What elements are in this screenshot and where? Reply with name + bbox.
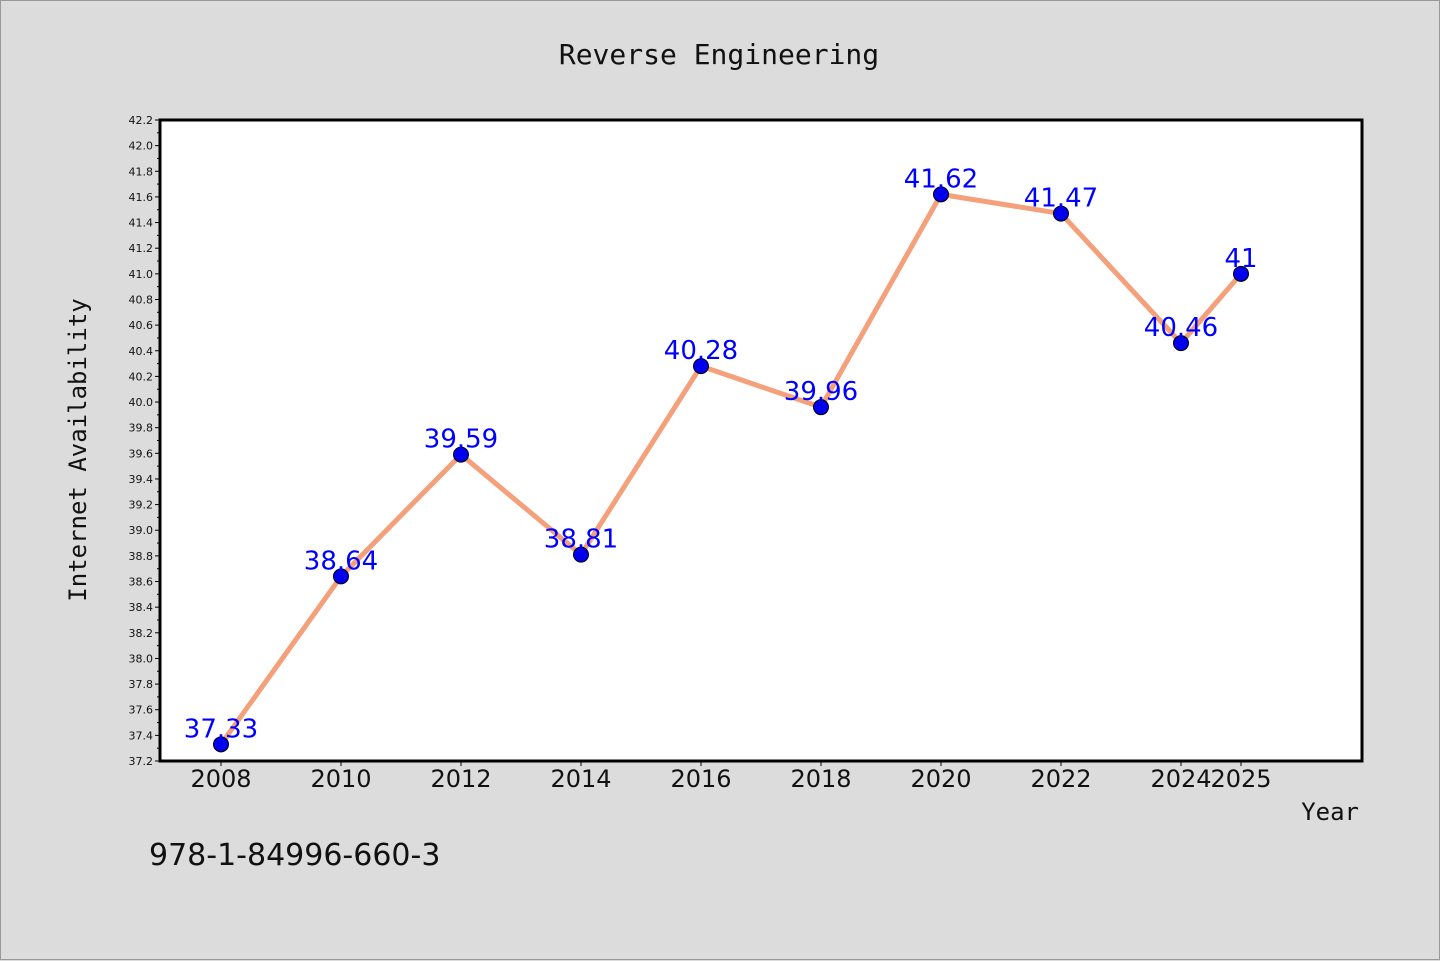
chart-title: Reverse Engineering bbox=[559, 38, 879, 71]
y-tick-label: 42.2 bbox=[129, 114, 154, 127]
y-tick-label: 41.8 bbox=[129, 165, 154, 178]
data-point bbox=[693, 358, 709, 375]
data-point bbox=[213, 736, 229, 753]
data-point bbox=[1173, 335, 1189, 352]
y-tick-label: 38.2 bbox=[129, 627, 154, 640]
x-tick-label: 2014 bbox=[550, 765, 611, 793]
y-tick-label: 40.0 bbox=[129, 396, 154, 409]
x-tick-label: 2025 bbox=[1210, 765, 1271, 793]
data-label: 39.59 bbox=[424, 425, 498, 455]
y-axis-label: Internet Availability bbox=[64, 298, 92, 601]
plot-area bbox=[158, 118, 1364, 763]
data-point bbox=[1233, 265, 1249, 282]
y-tick-label: 38.6 bbox=[129, 576, 154, 589]
data-label: 40.28 bbox=[664, 336, 738, 366]
x-axis-label: Year bbox=[1301, 798, 1359, 826]
x-tick-label: 2024 bbox=[1150, 765, 1211, 793]
data-label: 39.96 bbox=[784, 377, 858, 407]
data-point bbox=[1053, 205, 1069, 222]
y-tick-label: 37.4 bbox=[129, 729, 154, 742]
y-tick-label: 38.0 bbox=[129, 652, 154, 665]
y-tick-label: 41.0 bbox=[129, 268, 154, 281]
y-tick-label: 37.6 bbox=[129, 704, 154, 717]
data-label: 40.46 bbox=[1144, 313, 1218, 343]
footer-code: 978-1-84996-660-3 bbox=[149, 838, 440, 873]
data-label: 37.33 bbox=[184, 714, 258, 744]
y-tick-label: 39.2 bbox=[129, 499, 154, 512]
data-label: 41.62 bbox=[904, 164, 978, 194]
x-tick-label: 2020 bbox=[910, 765, 971, 793]
x-tick-label: 2008 bbox=[190, 765, 251, 793]
x-tick-label: 2022 bbox=[1030, 765, 1091, 793]
data-label: 41 bbox=[1224, 244, 1257, 274]
y-tick-label: 40.6 bbox=[129, 319, 154, 332]
x-tick-label: 2012 bbox=[430, 765, 491, 793]
y-tick-label: 40.4 bbox=[129, 345, 154, 358]
y-tick-label: 39.8 bbox=[129, 422, 154, 435]
data-label: 38.64 bbox=[304, 546, 378, 576]
y-tick-label: 38.8 bbox=[129, 550, 154, 563]
data-point bbox=[453, 446, 469, 463]
data-point bbox=[573, 546, 589, 563]
y-tick-label: 41.2 bbox=[129, 242, 154, 255]
x-tick-label: 2018 bbox=[790, 765, 851, 793]
y-tick-label: 37.2 bbox=[129, 755, 154, 768]
y-tick-label: 37.8 bbox=[129, 678, 154, 691]
y-tick-label: 40.2 bbox=[129, 370, 154, 383]
data-label: 38.81 bbox=[544, 525, 618, 555]
y-tick-label: 41.6 bbox=[129, 191, 154, 204]
series-layer: 37.33 38.64 39.59 38.81 40.28 39.96 41.62 41.47… bbox=[184, 164, 1258, 753]
series-line bbox=[218, 191, 1243, 746]
x-tick-label: 2016 bbox=[670, 765, 731, 793]
y-axis: 37.2 37.4 37.6 37.8 38.0 38.2 38.4 38.6 38.8 39.0… bbox=[129, 114, 160, 768]
data-point bbox=[933, 186, 949, 203]
data-label: 41.47 bbox=[1024, 184, 1098, 214]
y-tick-label: 42.0 bbox=[129, 140, 154, 153]
data-point bbox=[813, 399, 829, 416]
y-tick-label: 41.4 bbox=[129, 217, 154, 230]
y-tick-label: 38.4 bbox=[129, 601, 154, 614]
y-tick-label: 39.0 bbox=[129, 524, 154, 537]
y-tick-label: 39.4 bbox=[129, 473, 154, 486]
y-tick-label: 40.8 bbox=[129, 293, 154, 306]
y-tick-label: 39.6 bbox=[129, 447, 154, 460]
x-tick-label: 2010 bbox=[310, 765, 371, 793]
data-point bbox=[333, 568, 349, 585]
